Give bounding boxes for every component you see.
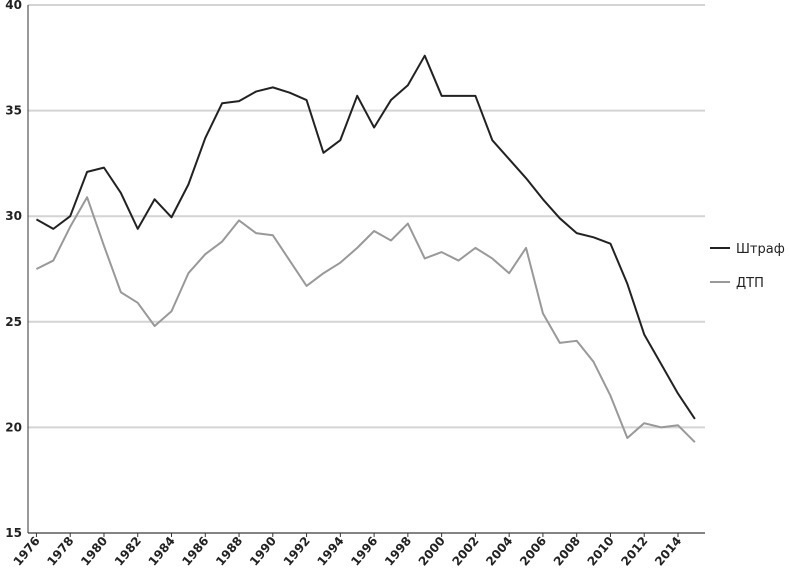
y-tick-label: 30 (5, 209, 22, 223)
x-tick-label: 2014 (652, 534, 684, 569)
x-tick-label: 1994 (314, 534, 346, 569)
x-tick-label: 2000 (416, 534, 448, 569)
x-tick-label: 1986 (179, 534, 211, 569)
x-tick-label: 1984 (146, 534, 178, 569)
x-tick-label: 1982 (112, 534, 144, 569)
series-line (35, 196, 696, 443)
x-tick-label: 2004 (483, 534, 515, 569)
y-tick-label: 35 (5, 104, 22, 118)
legend-label: Штраф (736, 242, 785, 257)
x-tick-label: 1992 (281, 534, 313, 569)
x-tick-label: 2002 (449, 534, 481, 569)
legend-label: ДТП (736, 276, 764, 291)
x-tick-label: 2006 (517, 534, 549, 569)
x-tick-label: 2010 (585, 534, 617, 569)
series-line (35, 54, 696, 420)
x-tick-label: 1988 (213, 534, 245, 569)
y-tick-label: 25 (5, 315, 22, 329)
x-tick-label: 1978 (44, 534, 76, 569)
x-tick-label: 1998 (382, 534, 414, 569)
x-tick-label: 1996 (348, 534, 380, 569)
y-tick-label: 40 (5, 0, 22, 12)
y-tick-label: 15 (5, 526, 22, 540)
x-tick-label: 2008 (551, 534, 583, 569)
x-tick-label: 1990 (247, 534, 279, 569)
x-tick-label: 2012 (618, 534, 650, 569)
x-tick-label: 1980 (78, 534, 110, 569)
y-tick-label: 20 (5, 420, 22, 434)
